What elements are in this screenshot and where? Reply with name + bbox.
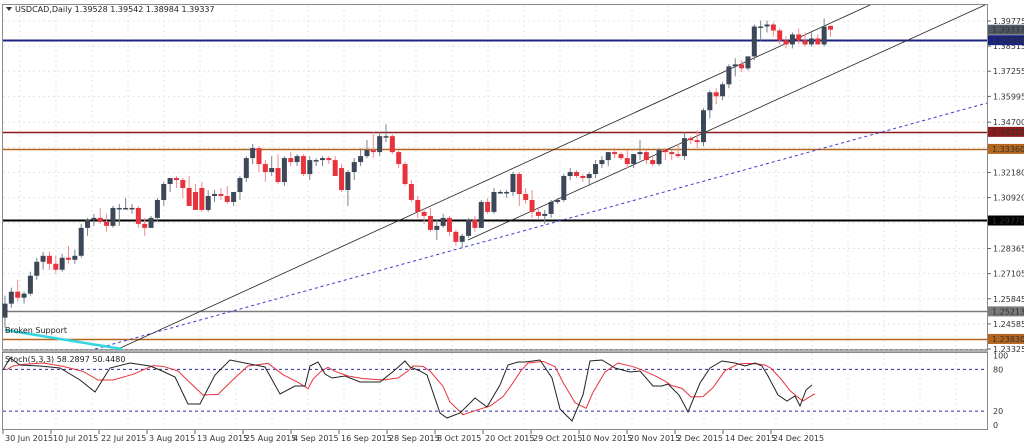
- svg-text:16 Sep 2015: 16 Sep 2015: [341, 434, 392, 443]
- svg-text:10 Nov 2015: 10 Nov 2015: [581, 434, 632, 443]
- chart-header: USDCAD,Daily 1.39528 1.39542 1.38984 1.3…: [6, 5, 215, 14]
- svg-text:1.30920: 1.30920: [993, 194, 1024, 203]
- svg-text:80: 80: [993, 365, 1003, 374]
- svg-text:13 Aug 2015: 13 Aug 2015: [197, 434, 248, 443]
- svg-text:3 Aug 2015: 3 Aug 2015: [149, 434, 195, 443]
- svg-text:1.39775: 1.39775: [993, 17, 1024, 26]
- svg-text:20: 20: [993, 407, 1003, 416]
- svg-text:10 Jul 2015: 10 Jul 2015: [53, 434, 98, 443]
- stoch-label: Stoch(5,3,3) 58.2897 50.4480: [5, 355, 125, 364]
- svg-text:1.25213: 1.25213: [992, 307, 1024, 316]
- svg-text:2 Dec 2015: 2 Dec 2015: [677, 434, 723, 443]
- svg-text:1.34700: 1.34700: [993, 118, 1024, 127]
- svg-text:100: 100: [993, 352, 1008, 361]
- svg-text:1.23830: 1.23830: [992, 335, 1024, 344]
- dropdown-triangle-icon[interactable]: [6, 7, 12, 11]
- price-axis[interactable]: 1.397751.385151.372551.359951.347001.334…: [987, 17, 1024, 430]
- symbol-ohlc-label: USDCAD,Daily 1.39528 1.39542 1.38984 1.3…: [15, 5, 215, 14]
- time-axis[interactable]: 30 Jun 2015 10 Jul 2015 22 Jul 2015 3 Aug 2…: [2, 430, 824, 443]
- svg-text:24 Dec 2015: 24 Dec 2015: [773, 434, 824, 443]
- svg-text:1.39337: 1.39337: [992, 26, 1024, 35]
- svg-text:1.29770: 1.29770: [992, 216, 1024, 225]
- svg-text:1.23325: 1.23325: [993, 345, 1024, 354]
- svg-text:0: 0: [993, 421, 998, 430]
- price-panel-frame: [2, 4, 988, 350]
- svg-text:1.35995: 1.35995: [993, 92, 1024, 101]
- stochastic-oscillator: [2, 357, 987, 422]
- grid: [3, 5, 987, 429]
- svg-text:8 Oct 2015: 8 Oct 2015: [437, 434, 481, 443]
- svg-text:1.25845: 1.25845: [993, 295, 1024, 304]
- svg-text:1.27105: 1.27105: [993, 270, 1024, 279]
- svg-text:14 Dec 2015: 14 Dec 2015: [725, 434, 776, 443]
- candlesticks: [2, 18, 833, 328]
- svg-text:28 Sep 2015: 28 Sep 2015: [389, 434, 440, 443]
- svg-text:1.38814: 1.38814: [992, 36, 1024, 45]
- stoch-panel-frame: [2, 352, 988, 430]
- svg-text:20 Oct 2015: 20 Oct 2015: [485, 434, 534, 443]
- trend-lines: [4, 4, 988, 351]
- svg-text:20 Nov 2015: 20 Nov 2015: [629, 434, 680, 443]
- svg-text:29 Oct 2015: 29 Oct 2015: [533, 434, 582, 443]
- svg-text:1.37255: 1.37255: [993, 67, 1024, 76]
- broken-support-label: Broken Support: [5, 326, 67, 335]
- svg-text:1.38515: 1.38515: [993, 42, 1024, 51]
- svg-text:1.28365: 1.28365: [993, 245, 1024, 254]
- svg-text:25 Aug 2015: 25 Aug 2015: [245, 434, 296, 443]
- svg-text:22 Jul 2015: 22 Jul 2015: [101, 434, 146, 443]
- svg-text:1.34215: 1.34215: [992, 128, 1024, 137]
- svg-text:4 Sep 2015: 4 Sep 2015: [293, 434, 339, 443]
- svg-text:1.32180: 1.32180: [993, 168, 1024, 177]
- svg-text:1.24585: 1.24585: [993, 320, 1024, 329]
- svg-text:1.33360: 1.33360: [992, 145, 1024, 154]
- svg-text:30 Jun 2015: 30 Jun 2015: [5, 434, 53, 443]
